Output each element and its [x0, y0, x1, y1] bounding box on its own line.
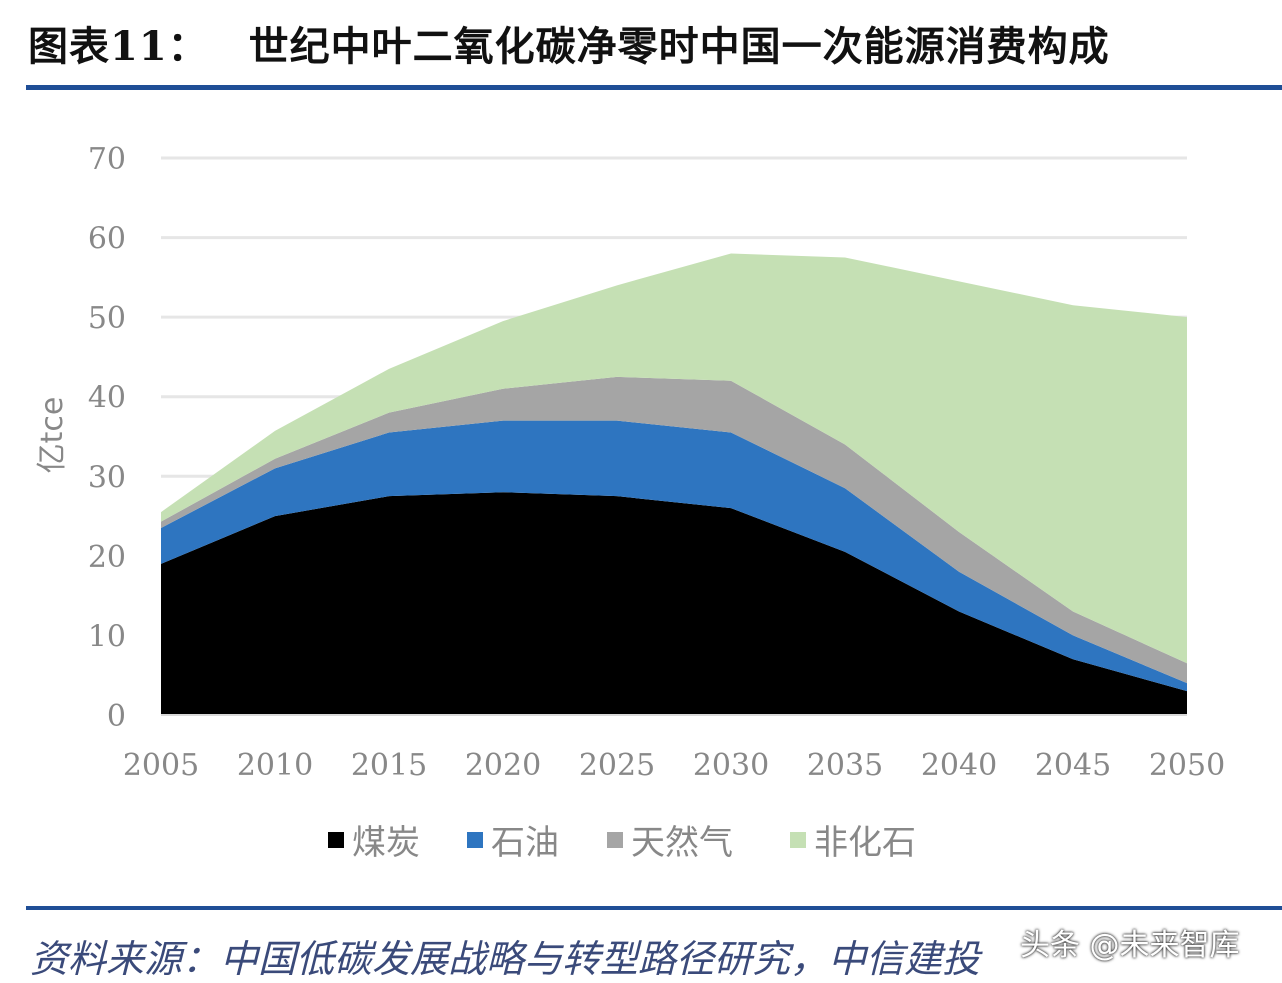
- bottom-divider: [26, 906, 1282, 910]
- legend-label: 非化石: [814, 823, 916, 863]
- legend-item: 天然气: [607, 815, 733, 864]
- legend-item: 石油: [467, 815, 559, 864]
- legend-swatch: [607, 831, 623, 848]
- x-tick-label: 2040: [921, 748, 997, 783]
- x-tick-label: 2050: [1149, 748, 1225, 783]
- y-tick-label: 10: [88, 619, 126, 654]
- legend-item: 非化石: [790, 815, 916, 864]
- y-tick-label: 30: [88, 460, 126, 495]
- y-tick-label: 20: [88, 540, 126, 575]
- legend-label: 石油: [491, 823, 559, 863]
- x-tick-label: 2010: [237, 748, 313, 783]
- top-divider: [26, 85, 1282, 90]
- x-tick-label: 2030: [693, 748, 769, 783]
- x-tick-label: 2025: [579, 748, 655, 783]
- legend-label: 煤炭: [352, 823, 420, 863]
- area-series-1: [161, 420, 1187, 692]
- y-tick-label: 60: [88, 222, 126, 257]
- title-text: 世纪中叶二氧化碳净零时中国一次能源消费构成: [248, 24, 1110, 70]
- y-tick-label: 70: [88, 142, 126, 177]
- area-series-3: [161, 253, 1187, 664]
- watermark: 头条 @未来智库: [1020, 928, 1240, 963]
- x-tick-label: 2020: [465, 748, 541, 783]
- legend-item: 煤炭: [328, 815, 420, 864]
- y-tick-label: 50: [88, 301, 126, 336]
- y-tick-label: 0: [107, 699, 126, 734]
- area-series-0: [161, 492, 1187, 715]
- chart-title: 图表11： 世纪中叶二氧化碳净零时中国一次能源消费构成: [28, 14, 1110, 72]
- legend-swatch: [467, 831, 483, 848]
- x-tick-label: 2005: [123, 748, 199, 783]
- x-tick-label: 2045: [1035, 748, 1111, 783]
- source-note: 资料来源：中国低碳发展战略与转型路径研究，中信建投: [30, 937, 981, 981]
- legend-swatch: [790, 831, 806, 848]
- x-tick-label: 2015: [351, 748, 427, 783]
- y-axis-label: 亿tce: [35, 397, 70, 474]
- y-tick-label: 40: [88, 381, 126, 416]
- legend-label: 天然气: [631, 823, 733, 863]
- legend: 煤炭 石油 天然气 非化石: [0, 815, 1282, 865]
- x-tick-label: 2035: [807, 748, 883, 783]
- figure-label: 图表11：: [28, 23, 209, 70]
- legend-swatch: [328, 831, 344, 848]
